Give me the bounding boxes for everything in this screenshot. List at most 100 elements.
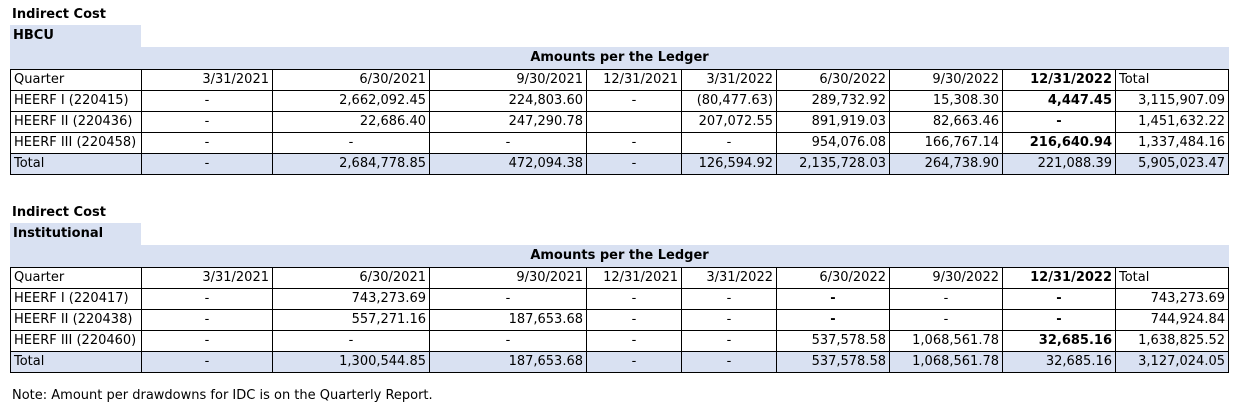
table-cell: - [429, 132, 587, 154]
table-cell: 12/31/2022 [1002, 69, 1116, 91]
table-cell: - [586, 90, 682, 112]
table-cell: 954,076.08 [776, 132, 890, 154]
section1-table: Quarter 3/31/2021 6/30/2021 9/30/2021 12/31/… [10, 69, 1229, 175]
table-cell: - [1002, 288, 1116, 310]
table-cell: 744,924.84 [1115, 309, 1229, 331]
table-cell: 743,273.69 [1115, 288, 1229, 310]
section2-ledger-band: Amounts per the Ledger [10, 245, 1229, 267]
table-cell: 557,271.16 [272, 309, 430, 331]
table-cell: 126,594.92 [681, 153, 777, 175]
total-row: Total -2,684,778.85 472,094.38-126,594.92 2… [10, 153, 1229, 175]
row-label: HEERF II (220436) [10, 111, 142, 133]
table-cell: 6/30/2022 [776, 267, 890, 289]
table-cell: - [586, 351, 682, 373]
table-cell: - [681, 330, 777, 352]
section1-title: Indirect Cost [12, 7, 106, 22]
table-cell: - [272, 132, 430, 154]
table-cell: 82,663.46 [889, 111, 1003, 133]
table-cell: 3/31/2021 [141, 69, 273, 91]
row-label: Total [10, 153, 142, 175]
section2-table: Quarter 3/31/2021 6/30/2021 9/30/2021 12/31/… [10, 267, 1229, 373]
row-label: HEERF I (220415) [10, 90, 142, 112]
table-cell: 3/31/2022 [681, 69, 777, 91]
table-cell: - [1002, 309, 1116, 331]
table-cell: 221,088.39 [1002, 153, 1116, 175]
table-cell: 6/30/2022 [776, 69, 890, 91]
table-cell: - [586, 132, 682, 154]
table-cell: 32,685.16 [1002, 330, 1116, 352]
table-cell: 166,767.14 [889, 132, 1003, 154]
table-cell: 891,919.03 [776, 111, 890, 133]
table-cell: 3/31/2022 [681, 267, 777, 289]
table-cell: - [681, 351, 777, 373]
table-cell: 6/30/2021 [272, 267, 430, 289]
table-cell: Total [1115, 267, 1229, 289]
table-cell: 3/31/2021 [141, 267, 273, 289]
table-cell: 32,685.16 [1002, 351, 1116, 373]
table-row: HEERF I (220415) -2,662,092.45 224,803.60-… [10, 90, 1229, 112]
table-cell: 289,732.92 [776, 90, 890, 112]
table-cell: 12/31/2021 [586, 69, 682, 91]
table-cell: - [681, 288, 777, 310]
table-row: HEERF III (220458) - - - - -954,076.08 166,767… [10, 132, 1229, 154]
table-cell: - [889, 309, 1003, 331]
table-cell: 2,662,092.45 [272, 90, 430, 112]
table-cell: 207,072.55 [681, 111, 777, 133]
total-row: Total -1,300,544.85 187,653.68- -537,578.58… [10, 351, 1229, 373]
table-cell: 15,308.30 [889, 90, 1003, 112]
row-label: HEERF III (220458) [10, 132, 142, 154]
table-cell: - [776, 288, 890, 310]
table-row: HEERF I (220417) -743,273.69- - - - - -743,273… [10, 288, 1229, 310]
table-cell: - [272, 330, 430, 352]
row-label: HEERF I (220417) [10, 288, 142, 310]
table-cell: - [586, 330, 682, 352]
table-cell: - [681, 132, 777, 154]
row-label: Quarter [10, 69, 142, 91]
table-cell: 5,905,023.47 [1115, 153, 1229, 175]
table-cell: - [141, 90, 273, 112]
table-cell: 247,290.78 [429, 111, 587, 133]
row-label: Quarter [10, 267, 142, 289]
table-cell: 1,451,632.22 [1115, 111, 1229, 133]
table-cell: 187,653.68 [429, 351, 587, 373]
section1-ledger-band: Amounts per the Ledger [10, 47, 1229, 69]
table-cell: 216,640.94 [1002, 132, 1116, 154]
table-cell: 12/31/2021 [586, 267, 682, 289]
table-cell: 9/30/2021 [429, 267, 587, 289]
table-cell: 1,337,484.16 [1115, 132, 1229, 154]
table-cell: - [141, 330, 273, 352]
table-cell: 6/30/2021 [272, 69, 430, 91]
table-cell: 12/31/2022 [1002, 267, 1116, 289]
table-cell: 3,115,907.09 [1115, 90, 1229, 112]
row-label: Total [10, 351, 142, 373]
table-cell: - [586, 288, 682, 310]
table-cell: 9/30/2021 [429, 69, 587, 91]
table-cell: - [141, 111, 273, 133]
table-row: HEERF II (220438) -557,271.16 187,653.68- -… [10, 309, 1229, 331]
footnote: Note: Amount per drawdowns for IDC is on… [12, 388, 433, 403]
table-cell: 224,803.60 [429, 90, 587, 112]
table-cell: 2,135,728.03 [776, 153, 890, 175]
section2-subtitle: Institutional [10, 223, 141, 245]
table-cell: 3,127,024.05 [1115, 351, 1229, 373]
table-cell: 1,638,825.52 [1115, 330, 1229, 352]
header-row: Quarter 3/31/2021 6/30/2021 9/30/2021 12/31/… [10, 267, 1229, 289]
table-cell: - [1002, 111, 1116, 133]
table-cell: - [776, 309, 890, 331]
row-label: HEERF III (220460) [10, 330, 142, 352]
table-cell: - [141, 132, 273, 154]
table-cell: - [429, 288, 587, 310]
table-cell: - [141, 351, 273, 373]
table-row: HEERF III (220460) - - - - -537,578.58 1,068,5… [10, 330, 1229, 352]
table-cell: - [141, 288, 273, 310]
table-cell: - [586, 309, 682, 331]
table-row: HEERF II (220436) -22,686.40 247,290.78 207… [10, 111, 1229, 133]
table-cell: 9/30/2022 [889, 69, 1003, 91]
table-cell: 187,653.68 [429, 309, 587, 331]
table-cell: - [681, 309, 777, 331]
table-cell: 2,684,778.85 [272, 153, 430, 175]
table-cell [586, 111, 682, 133]
table-cell: 264,738.90 [889, 153, 1003, 175]
table-cell: 537,578.58 [776, 351, 890, 373]
table-cell: - [586, 153, 682, 175]
